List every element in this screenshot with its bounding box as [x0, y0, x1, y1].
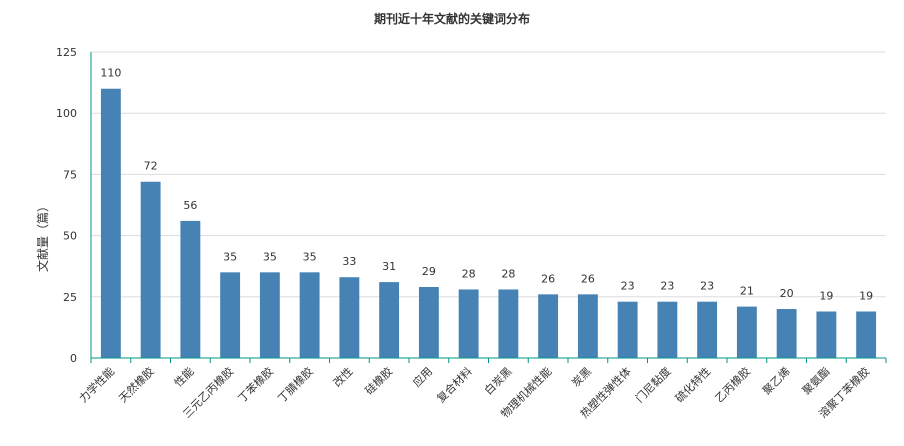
y-tick-label: 0	[70, 352, 77, 365]
bar	[339, 277, 360, 358]
data-label: 35	[303, 250, 317, 263]
bar	[379, 282, 400, 358]
x-tick-label: 硅橡胶	[362, 364, 395, 397]
x-tick-label: 白炭黑	[481, 364, 514, 397]
x-tick-label: 乙丙橡胶	[712, 364, 753, 405]
x-tick-label: 丁腈橡胶	[275, 364, 316, 405]
x-tick-label: 应用	[410, 364, 435, 389]
bar	[538, 294, 559, 358]
bar	[856, 311, 877, 358]
x-tick-label: 性能	[171, 364, 196, 389]
x-tick-label: 聚氨酯	[800, 365, 833, 398]
bar	[736, 306, 757, 358]
data-label: 35	[223, 250, 237, 263]
data-label: 56	[183, 199, 197, 212]
bar	[140, 181, 161, 358]
bar	[180, 220, 201, 358]
data-label: 23	[621, 280, 635, 293]
bar	[816, 311, 837, 358]
x-tick-label: 改性	[330, 364, 355, 389]
y-tick-label: 125	[56, 46, 77, 59]
data-label: 110	[100, 67, 121, 80]
bar	[657, 301, 678, 358]
bars	[100, 88, 877, 358]
data-label: 23	[660, 280, 674, 293]
y-tick-label: 75	[63, 168, 77, 181]
y-tick-label: 25	[63, 291, 77, 304]
data-label: 21	[740, 285, 754, 298]
data-label: 26	[541, 272, 555, 285]
bar	[100, 88, 121, 358]
bar	[776, 309, 797, 358]
bar	[697, 301, 718, 358]
data-label: 20	[780, 287, 794, 300]
x-tick-label: 炭黑	[569, 365, 594, 390]
bar	[299, 272, 320, 358]
data-label: 23	[700, 280, 714, 293]
bar	[259, 272, 280, 358]
data-label: 35	[263, 250, 277, 263]
x-tick-label: 天然橡胶	[116, 364, 157, 405]
y-tick-label: 50	[63, 230, 77, 243]
x-tick-label: 门尼黏度	[632, 364, 673, 405]
chart-title: 期刊近十年文献的关键词分布	[373, 12, 530, 26]
axes	[90, 52, 886, 359]
x-tick-label: 复合材料	[434, 364, 475, 405]
bar	[577, 294, 598, 358]
data-label: 28	[462, 267, 476, 280]
data-label: 29	[422, 265, 436, 278]
y-axis-label: 文献量（篇）	[35, 200, 50, 272]
data-label: 33	[342, 255, 356, 268]
gridlines	[91, 51, 886, 298]
bar	[458, 289, 479, 358]
y-axis-ticks: 0 25 50 75 100 125	[56, 46, 77, 365]
y-tick-label: 100	[56, 107, 77, 120]
data-label: 19	[859, 289, 873, 302]
x-tick-label: 丁苯橡胶	[235, 364, 276, 405]
x-tick-label: 硫化特性	[672, 364, 713, 405]
bar	[498, 289, 519, 358]
data-labels: 110 72 56 35 35 35 33 31 29 28 28 26 26 23 23 23 21 20 19 1…	[100, 67, 873, 303]
bar	[617, 301, 638, 358]
x-tick-label: 聚乙烯	[760, 365, 793, 398]
x-tick-label: 力学性能	[76, 364, 117, 405]
data-label: 28	[501, 267, 515, 280]
data-label: 72	[144, 160, 158, 173]
bar	[418, 287, 439, 358]
data-label: 31	[382, 260, 396, 273]
data-label: 26	[581, 272, 595, 285]
bar	[220, 272, 241, 358]
data-label: 19	[819, 289, 833, 302]
